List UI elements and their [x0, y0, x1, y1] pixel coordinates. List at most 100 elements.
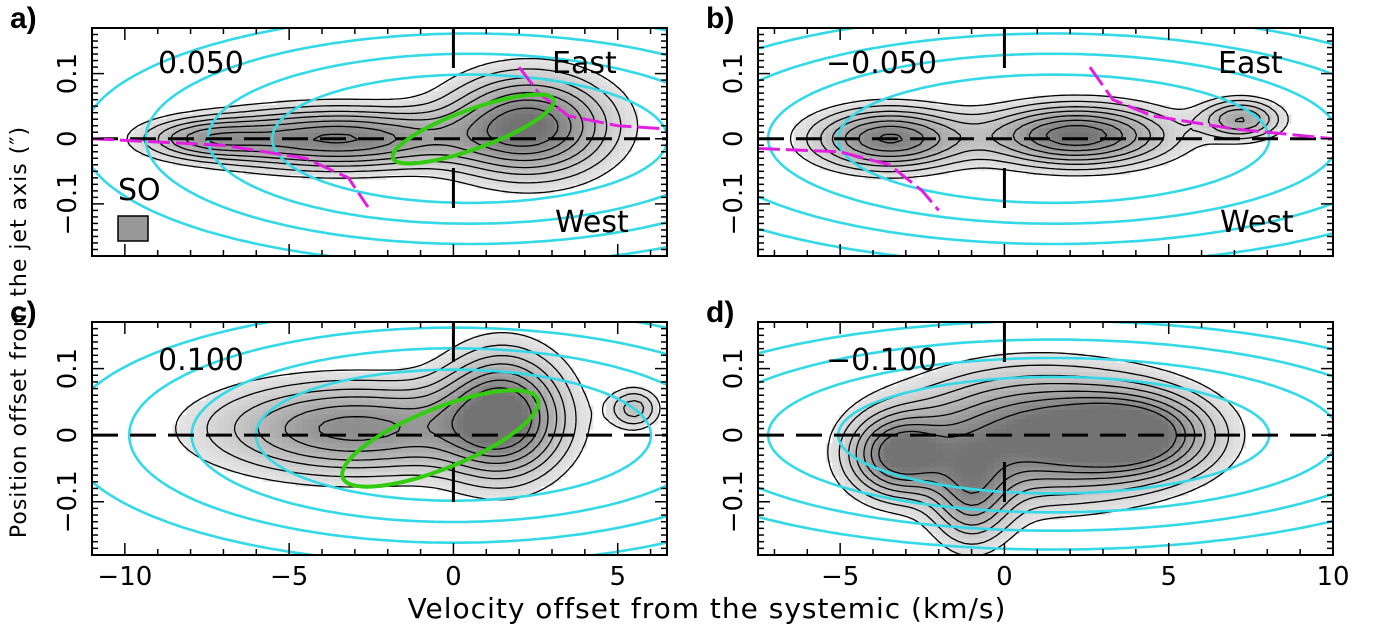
intensity-cell: [1155, 155, 1163, 162]
intensity-cell: [528, 86, 536, 92]
intensity-cell: [179, 132, 187, 138]
intensity-cell: [1032, 400, 1040, 406]
intensity-cell: [534, 467, 542, 473]
intensity-cell: [935, 155, 943, 162]
intensity-cell: [508, 390, 516, 397]
intensity-cell: [961, 109, 969, 115]
intensity-cell: [282, 142, 290, 148]
intensity-cell: [560, 367, 568, 373]
intensity-cell: [1077, 371, 1085, 378]
intensity-cell: [450, 457, 458, 463]
intensity-cell: [1019, 160, 1027, 166]
intensity-cell: [153, 137, 161, 143]
intensity-cell: [566, 179, 574, 185]
intensity-cell: [444, 95, 452, 101]
intensity-cell: [883, 165, 892, 171]
intensity-cell: [1045, 376, 1053, 383]
intensity-cell: [948, 151, 956, 157]
intensity-cell: [521, 67, 529, 73]
intensity-cell: [276, 381, 284, 387]
intensity-cell: [1161, 142, 1169, 148]
intensity-cell: [457, 352, 465, 359]
intensity-cell: [1174, 142, 1182, 148]
intensity-cell: [489, 467, 497, 473]
intensity-cell: [360, 400, 368, 406]
intensity-cell: [948, 165, 956, 171]
intensity-cell: [1026, 146, 1034, 152]
intensity-cell: [269, 395, 277, 402]
intensity-cell: [612, 90, 620, 97]
intensity-cell: [1051, 118, 1060, 124]
intensity-cell: [1090, 405, 1098, 411]
intensity-cell: [1000, 160, 1008, 166]
intensity-cell: [469, 151, 478, 157]
intensity-cell: [334, 109, 342, 115]
intensity-cell: [1129, 160, 1137, 166]
intensity-cell: [547, 414, 555, 421]
intensity-cell: [321, 155, 329, 162]
intensity-cell: [1051, 169, 1060, 176]
intensity-cell: [935, 165, 943, 171]
intensity-cell: [566, 132, 574, 138]
intensity-cell: [515, 490, 523, 497]
intensity-cell: [398, 414, 406, 421]
intensity-cell: [314, 146, 322, 152]
intensity-cell: [508, 490, 516, 497]
intensity-cell: [133, 142, 142, 148]
intensity-cell: [314, 476, 322, 482]
intensity-cell: [1103, 362, 1111, 368]
intensity-cell: [411, 409, 419, 416]
intensity-cell: [566, 100, 574, 106]
intensity-cell: [489, 381, 497, 387]
intensity-cell: [1168, 137, 1176, 143]
intensity-cell: [502, 457, 510, 463]
intensity-cell: [243, 400, 251, 406]
intensity-cell: [353, 462, 361, 468]
intensity-cell: [534, 67, 542, 73]
intensity-cell: [1084, 169, 1092, 176]
intensity-cell: [373, 390, 381, 397]
intensity-cell: [353, 433, 361, 440]
intensity-cell: [618, 109, 626, 115]
intensity-cell: [1194, 114, 1202, 120]
intensity-cell: [1039, 128, 1047, 134]
intensity-cell: [424, 90, 432, 97]
intensity-cell: [489, 132, 497, 138]
intensity-cell: [276, 433, 284, 440]
intensity-cell: [967, 405, 976, 411]
intensity-cell: [224, 462, 232, 468]
intensity-cell: [379, 118, 387, 124]
intensity-cell: [909, 142, 917, 148]
intensity-cell: [1207, 114, 1215, 120]
intensity-cell: [560, 179, 568, 185]
intensity-cell: [534, 174, 542, 180]
intensity-cell: [379, 424, 387, 430]
intensity-cell: [1168, 132, 1176, 138]
intensity-cell: [967, 390, 976, 397]
intensity-cell: [340, 371, 348, 378]
intensity-cell: [864, 132, 872, 138]
intensity-cell: [1071, 155, 1079, 162]
intensity-cell: [1064, 165, 1072, 171]
intensity-cell: [295, 471, 303, 478]
intensity-cell: [256, 151, 264, 157]
intensity-cell: [1168, 155, 1176, 162]
intensity-cell: [566, 142, 574, 148]
intensity-cell: [457, 123, 465, 129]
intensity-cell: [1129, 118, 1137, 124]
intensity-cell: [1116, 165, 1124, 171]
intensity-cell: [858, 142, 866, 148]
intensity-cell: [431, 443, 439, 449]
intensity-cell: [379, 123, 387, 129]
intensity-cell: [534, 155, 542, 162]
intensity-cell: [495, 371, 503, 378]
intensity-cell: [625, 405, 633, 411]
intensity-cell: [385, 424, 394, 430]
intensity-cell: [398, 132, 406, 138]
intensity-cell: [1032, 357, 1040, 364]
intensity-cell: [1129, 376, 1137, 383]
intensity-cell: [411, 109, 419, 115]
intensity-cell: [1129, 146, 1137, 152]
intensity-cell: [935, 386, 943, 392]
intensity-cell: [541, 433, 549, 440]
